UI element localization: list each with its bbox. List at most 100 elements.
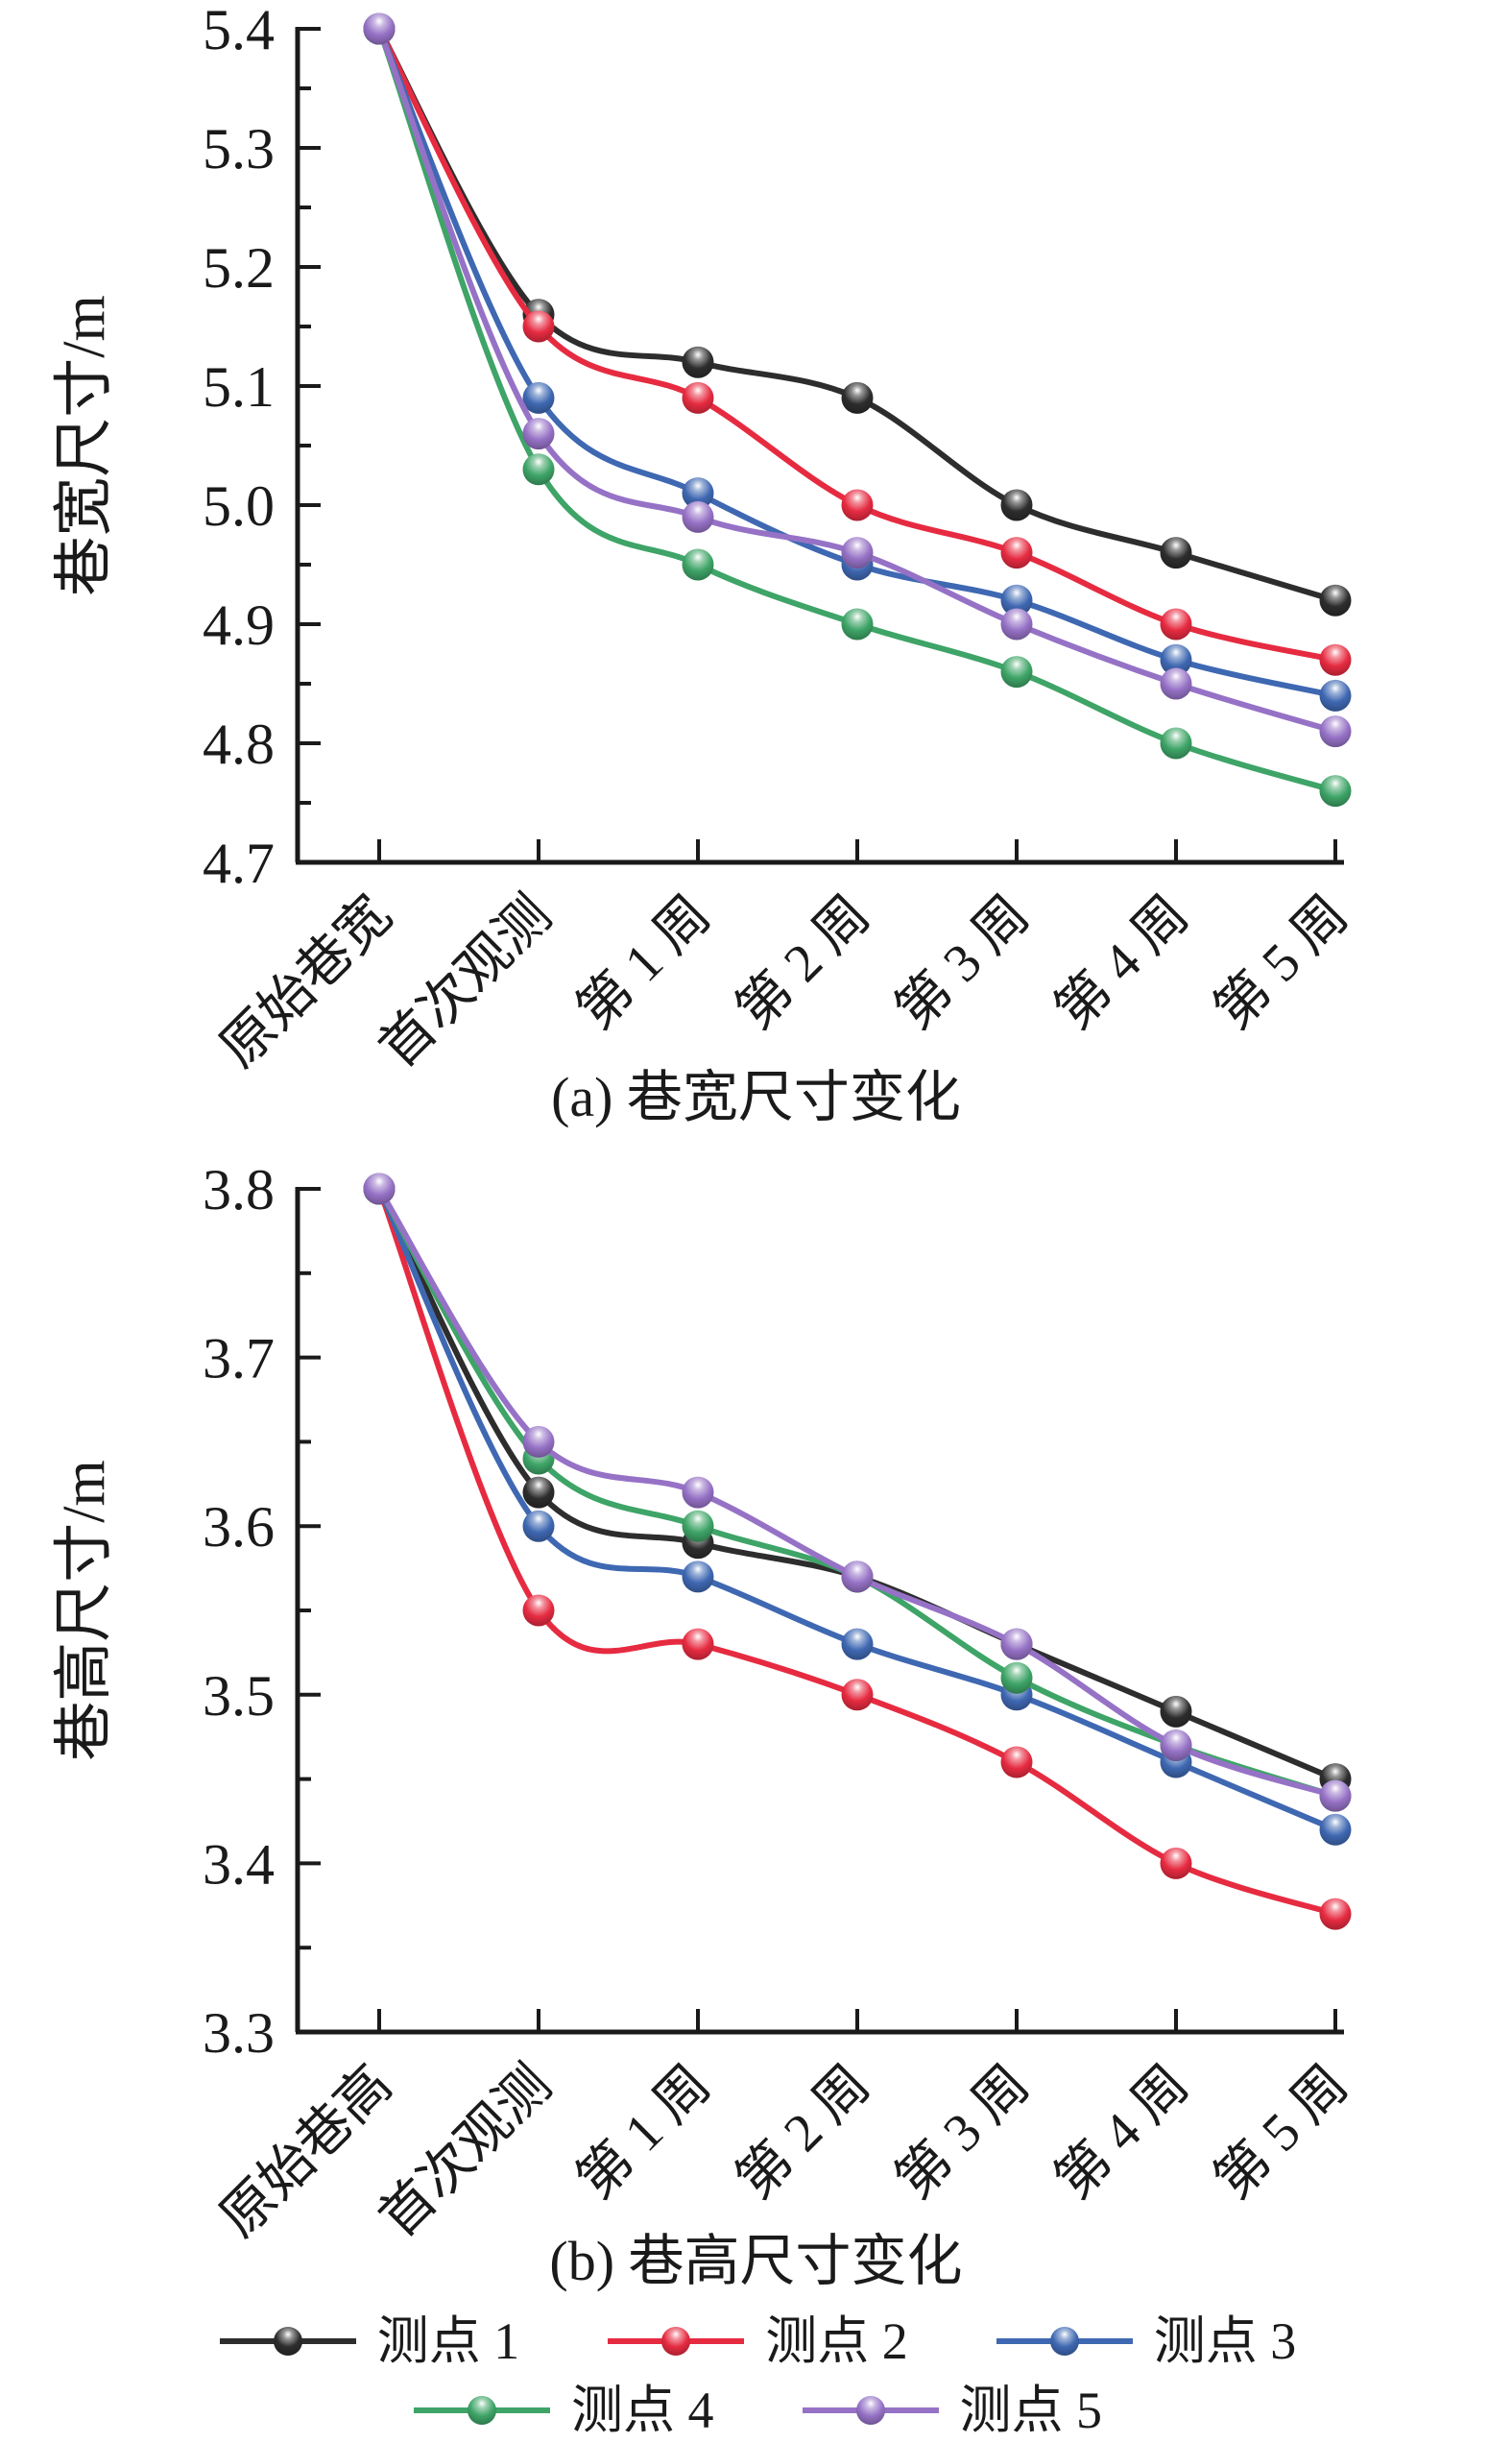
- series-markers-测点 2: [363, 1173, 1352, 1930]
- x-category-label: 原始巷宽: [209, 884, 403, 1078]
- y-tick-label: 5.3: [203, 117, 275, 181]
- y-tick-label: 3.6: [203, 1495, 275, 1559]
- chart-roadway-width: 4.7 4.8 4.9 5.0 5.1 5.2 5.3 5.4 原始巷宽首次观测第 1 周第 2…: [52, 0, 1360, 1079]
- legend-ball-icon: [468, 2396, 496, 2425]
- data-point-marker: [1160, 608, 1192, 641]
- data-point-marker: [522, 1476, 555, 1509]
- legend-row: 测点 1 测点 2 测点 3: [0, 2307, 1512, 2376]
- y-tick-label: 4.7: [203, 832, 275, 895]
- y-tick-label: 4.8: [203, 713, 275, 776]
- data-point-marker: [1000, 489, 1033, 521]
- legend-label: 测点 2: [765, 2312, 908, 2370]
- y-tick-label: 3.8: [203, 1158, 275, 1222]
- data-point-marker: [1160, 727, 1192, 760]
- data-point-marker: [1000, 537, 1033, 569]
- data-point-marker: [1319, 1813, 1352, 1846]
- x-category-label: 原始巷高: [209, 2054, 403, 2247]
- y-tick-label: 5.2: [203, 236, 275, 300]
- legend-label: 测点 4: [571, 2382, 714, 2439]
- series-line-测点 2: [376, 1186, 1338, 1918]
- legend-label: 测点 1: [376, 2312, 520, 2370]
- data-point-marker: [1160, 667, 1192, 700]
- legend-item-2: 测点 2: [604, 2312, 908, 2370]
- data-point-marker: [522, 418, 555, 450]
- data-point-marker: [363, 12, 396, 45]
- data-point-marker: [1000, 584, 1033, 617]
- legend-item-1: 测点 1: [216, 2312, 520, 2370]
- y-tick-label: 5.4: [203, 0, 275, 61]
- y-tick-label: 5.0: [203, 474, 275, 538]
- data-point-marker: [1000, 608, 1033, 641]
- legend-marker-icon: [414, 2396, 550, 2425]
- data-point-marker: [522, 1594, 555, 1627]
- series-markers-测点 4: [363, 1173, 1352, 1812]
- legend-marker-icon: [996, 2327, 1133, 2356]
- data-point-marker: [1000, 1628, 1033, 1660]
- x-category-label: 第 2 周: [726, 884, 882, 1041]
- legend-ball-icon: [855, 2396, 885, 2425]
- data-point-marker: [522, 381, 555, 414]
- x-category-label: 第 1 周: [566, 884, 723, 1041]
- data-point-marker: [1319, 775, 1352, 808]
- data-point-marker: [1000, 1746, 1033, 1778]
- series-markers-测点 5: [363, 1173, 1352, 1812]
- data-point-marker: [1319, 679, 1352, 712]
- data-point-marker: [1319, 1779, 1352, 1812]
- chart-roadway-height: 3.3 3.4 3.5 3.6 3.7 3.8 原始巷高首次观测第 1 周第 2 周第 3 …: [52, 1158, 1360, 2247]
- data-point-marker: [1160, 537, 1192, 569]
- legend-item-3: 测点 3: [993, 2312, 1297, 2370]
- legend-ball-icon: [273, 2327, 302, 2356]
- y-tick-label: 3.7: [203, 1327, 275, 1391]
- legend-item-4: 测点 4: [410, 2382, 714, 2439]
- y-tick-label: 4.9: [203, 593, 275, 657]
- data-point-marker: [682, 500, 714, 533]
- series-markers-测点 1: [363, 12, 1352, 617]
- data-point-marker: [1000, 656, 1033, 689]
- data-point-marker: [682, 346, 714, 378]
- series-markers-测点 3: [363, 1173, 1352, 1846]
- legend-marker-icon: [802, 2396, 939, 2425]
- y-tick-label: 3.3: [203, 2001, 275, 2065]
- x-category-label: 第 2 周: [726, 2054, 882, 2211]
- legend-marker-icon: [608, 2327, 745, 2356]
- data-point-marker: [682, 1476, 714, 1509]
- x-category-label: 第 5 周: [1204, 2054, 1360, 2211]
- data-point-marker: [841, 1628, 874, 1660]
- series-markers-测点 3: [363, 12, 1352, 712]
- legend-row: 测点 4 测点 5: [0, 2376, 1512, 2443]
- legend-label: 测点 5: [959, 2382, 1103, 2439]
- data-point-marker: [522, 453, 555, 486]
- series-line-测点 3: [376, 1186, 1338, 1833]
- data-point-marker: [1319, 643, 1352, 676]
- data-point-marker: [841, 1679, 874, 1711]
- legend: 测点 1 测点 2 测点 3 测点 4 测点 5: [0, 2307, 1512, 2443]
- data-point-marker: [522, 310, 555, 343]
- data-point-marker: [682, 381, 714, 414]
- data-point-marker: [682, 1560, 714, 1593]
- data-point-marker: [1319, 584, 1352, 617]
- y-tick-label: 3.5: [203, 1664, 275, 1728]
- x-category-label: 第 4 周: [1044, 2054, 1201, 2211]
- series-markers-测点 5: [363, 12, 1352, 748]
- data-point-marker: [1160, 1729, 1192, 1761]
- legend-marker-icon: [219, 2327, 356, 2356]
- data-point-marker: [682, 1628, 714, 1660]
- x-category-label: 第 3 周: [885, 2054, 1042, 2211]
- x-category-label: 第 3 周: [885, 884, 1042, 1041]
- x-category-label: 第 1 周: [566, 2054, 723, 2211]
- data-point-marker: [1160, 643, 1192, 676]
- data-point-marker: [1319, 1898, 1352, 1930]
- legend-label: 测点 3: [1153, 2312, 1297, 2370]
- data-point-marker: [1160, 1695, 1192, 1728]
- y-axis-title: 巷高尺寸/m: [52, 1460, 117, 1760]
- data-point-marker: [841, 608, 874, 641]
- data-point-marker: [682, 1510, 714, 1542]
- data-point-marker: [841, 1560, 874, 1593]
- x-category-label: 第 5 周: [1204, 884, 1360, 1041]
- data-point-marker: [522, 1510, 555, 1542]
- legend-ball-icon: [1049, 2327, 1079, 2356]
- legend-item-5: 测点 5: [799, 2382, 1103, 2439]
- caption-b: (b) 巷高尺寸变化: [549, 2230, 963, 2292]
- series-line-测点 3: [376, 26, 1338, 699]
